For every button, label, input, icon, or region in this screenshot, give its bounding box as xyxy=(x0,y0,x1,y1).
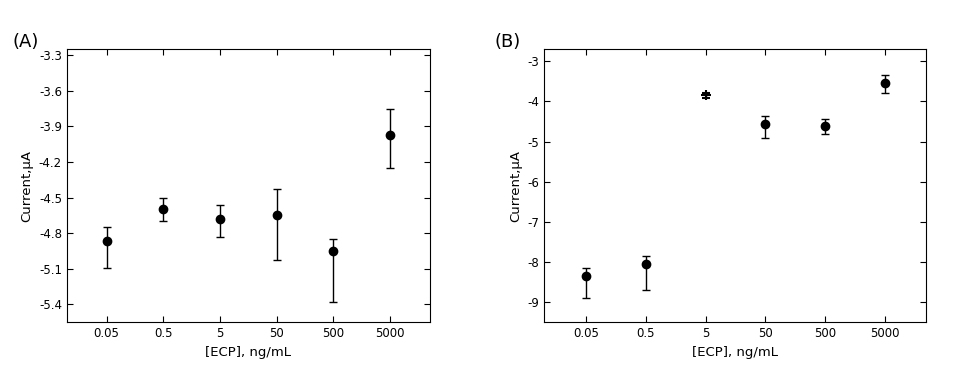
X-axis label: [ECP], ng/mL: [ECP], ng/mL xyxy=(692,346,778,359)
Y-axis label: Current,μA: Current,μA xyxy=(509,150,522,222)
Y-axis label: Current,μA: Current,μA xyxy=(20,150,33,222)
Text: (A): (A) xyxy=(12,33,39,51)
X-axis label: [ECP], ng/mL: [ECP], ng/mL xyxy=(205,346,291,359)
Text: (B): (B) xyxy=(495,33,520,51)
